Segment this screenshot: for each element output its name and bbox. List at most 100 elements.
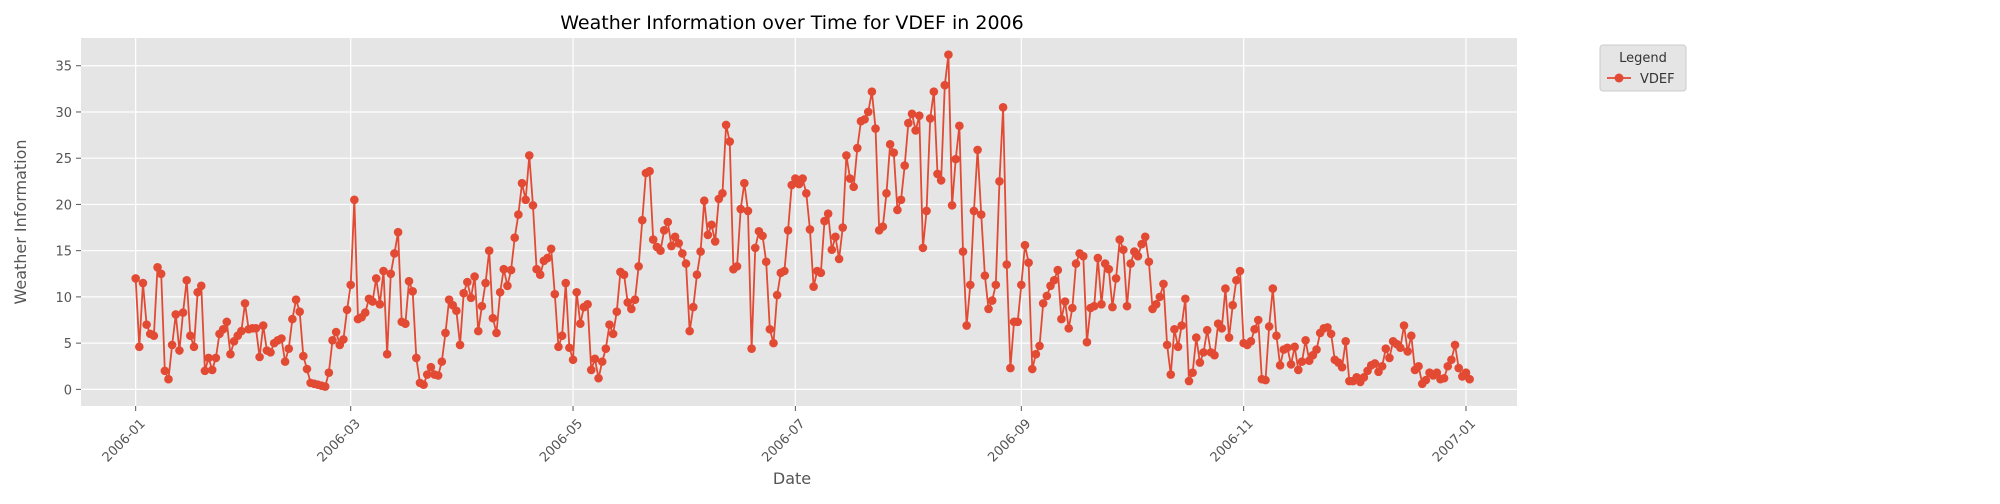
data-point [156,269,166,279]
data-point [936,176,946,185]
data-point [393,227,403,237]
data-point [1057,314,1066,324]
data-point [463,277,472,287]
data-point [656,246,665,255]
data-point [557,331,567,341]
data-point [692,270,702,280]
data-point [594,373,603,383]
data-point [608,329,618,339]
data-point [1144,257,1154,267]
data-point [816,268,826,278]
data-point [838,223,848,232]
data-point [382,349,392,359]
data-point [196,281,206,291]
data-point [1035,341,1044,351]
data-point [703,230,713,240]
data-point [882,189,891,198]
data-point [725,137,735,146]
data-point [845,174,855,183]
data-point [492,328,501,338]
data-point [1024,258,1033,267]
data-point [339,335,348,344]
data-point [962,321,971,330]
data-point [761,257,771,267]
data-point [441,328,450,338]
data-point [167,340,177,350]
data-point [1261,375,1270,385]
data-point [820,216,829,226]
data-point [426,362,436,372]
legend-series-label: VDEF [1640,72,1675,87]
data-point [1221,284,1230,293]
legend-marker [1614,73,1624,83]
data-point [1181,294,1190,304]
data-point [266,348,275,357]
data-point [1377,361,1387,371]
y-tick-label: 35 [55,60,72,75]
data-point [612,307,622,316]
data-point [1210,350,1219,360]
data-point [707,220,716,230]
data-point [980,271,990,280]
data-point [1170,324,1179,334]
data-point [1461,368,1471,378]
data-point [379,266,388,276]
data-point [258,321,268,330]
data-point [1071,259,1081,268]
data-point [153,263,162,272]
data-point [521,195,530,205]
data-point [211,353,221,363]
data-point [251,324,261,333]
data-point [681,259,691,268]
data-point [867,87,877,96]
data-point [1312,345,1321,354]
data-point [1381,344,1391,353]
data-point [360,308,370,317]
data-point [452,306,461,316]
data-point [1122,301,1132,311]
data-point [1439,373,1449,383]
data-point [914,111,924,120]
data-point [473,326,483,336]
data-point [481,278,490,288]
data-point [973,145,982,155]
data-point [193,287,202,297]
data-point [164,374,173,384]
data-point [218,324,228,334]
y-tick-label: 20 [55,198,72,213]
data-point [1184,376,1194,386]
data-point [929,87,939,96]
data-point [506,265,516,275]
data-point [514,210,523,219]
x-tick-label: 2006-03 [315,416,364,465]
data-point [645,166,654,176]
data-point [758,231,767,241]
data-point [685,326,694,336]
data-point [885,140,895,149]
data-point [237,326,246,336]
data-point [834,254,844,264]
data-point [1447,355,1456,365]
data-point [1162,340,1172,350]
x-tick-label: 2006-05 [537,416,586,465]
data-point [765,324,775,334]
legend-title: Legend [1619,51,1667,66]
data-point [659,226,669,235]
data-point [1301,336,1310,345]
data-point [470,272,479,281]
data-point [1093,253,1103,263]
data-point [1119,245,1128,255]
data-point [605,320,614,329]
data-point [1407,331,1416,341]
y-tick-label: 0 [64,383,72,398]
data-point [524,151,534,160]
data-point [736,204,745,214]
data-point [699,196,709,206]
data-point [1060,297,1070,306]
data-point [1294,365,1303,375]
y-tick-label: 30 [55,106,72,121]
data-point [995,177,1004,186]
data-point [1038,299,1048,308]
data-point [546,244,556,254]
